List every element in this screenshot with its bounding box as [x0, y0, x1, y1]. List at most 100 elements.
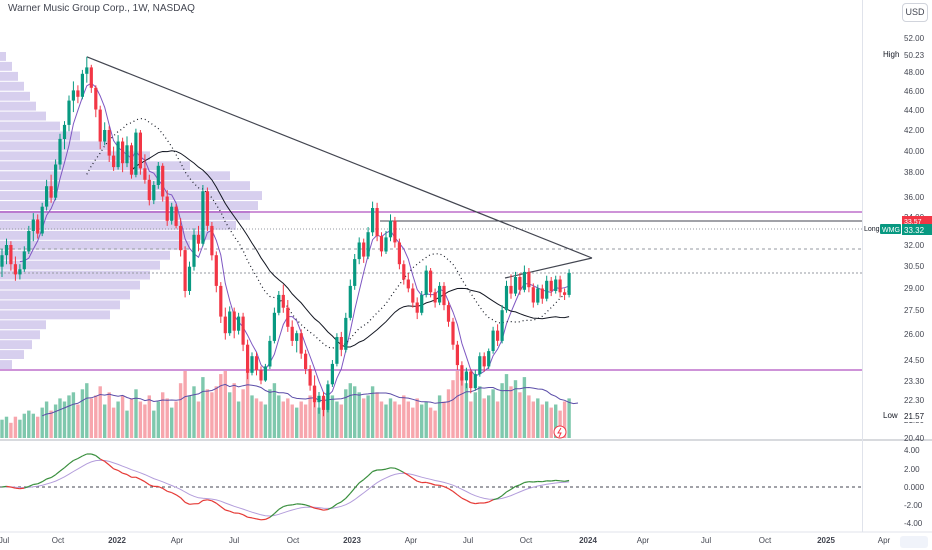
- volume-bar: [178, 383, 183, 438]
- macd-line: [59, 467, 65, 472]
- macd-line: [314, 507, 320, 510]
- volume-bar: [245, 368, 250, 438]
- macd-line: [524, 481, 530, 484]
- ticker-label: WMG: [882, 227, 900, 234]
- macd-line: [403, 471, 409, 476]
- candle-body: [536, 288, 540, 303]
- candle-body: [504, 285, 509, 311]
- profile-bar: [0, 91, 30, 101]
- volume-bar: [286, 398, 290, 438]
- volume-bar: [210, 392, 214, 438]
- candle-body: [201, 191, 205, 244]
- candle-body: [478, 356, 482, 375]
- candle-body: [174, 206, 178, 226]
- price-tick: 22.30: [904, 396, 925, 405]
- volume-bar: [201, 377, 205, 438]
- volume-bar: [495, 401, 500, 438]
- candle-body: [460, 365, 464, 381]
- volume-bar: [156, 401, 160, 438]
- candle-body: [196, 234, 201, 244]
- macd-line: [430, 482, 436, 486]
- osc-tick: -2.00: [904, 501, 923, 510]
- low-value: 21.57: [904, 412, 925, 421]
- volume-bar: [469, 401, 473, 438]
- volume-bar: [103, 404, 107, 438]
- profile-bar: [0, 181, 250, 191]
- macd-line: [15, 487, 20, 490]
- macd-line: [162, 487, 168, 492]
- macd-line: [564, 479, 570, 482]
- time-tick: Oct: [52, 536, 65, 545]
- volume-bar: [53, 404, 58, 438]
- macd-line: [189, 503, 195, 505]
- macd-line: [269, 513, 275, 518]
- macd-line: [292, 503, 297, 506]
- candle-body: [455, 344, 459, 366]
- macd-line: [372, 469, 378, 473]
- profile-bar: [0, 111, 46, 121]
- macd-line: [167, 490, 172, 494]
- candle-body: [375, 208, 379, 237]
- volume-bar: [152, 410, 156, 438]
- volume-bar: [129, 398, 134, 438]
- macd-line: [10, 486, 16, 489]
- macd-line: [349, 487, 356, 494]
- candle-body: [366, 232, 370, 257]
- candle-body: [402, 264, 406, 280]
- macd-line: [394, 467, 400, 471]
- triangle-lower-line: [504, 257, 593, 279]
- ma-dotted-line: [86, 117, 570, 349]
- signal-line: [1, 459, 570, 517]
- macd-line: [180, 497, 186, 503]
- volume-bar: [71, 392, 76, 438]
- profile-bar: [0, 201, 258, 210]
- macd-line: [501, 491, 507, 497]
- volume-bar: [500, 383, 504, 438]
- price-tick: 23.30: [904, 377, 925, 386]
- earnings-bolt-icon: [557, 427, 562, 438]
- volume-bar: [236, 401, 241, 438]
- macd-line: [488, 499, 494, 503]
- candle-body: [254, 356, 259, 371]
- time-tick: Jul: [0, 536, 9, 545]
- volume-bar: [518, 392, 522, 438]
- currency-button[interactable]: USD: [902, 3, 928, 22]
- macd-line: [484, 501, 489, 504]
- volume-bar: [437, 395, 442, 438]
- volume-bar: [558, 410, 562, 438]
- candle-body: [272, 312, 276, 341]
- volume-bar: [312, 386, 317, 438]
- profile-bar: [0, 191, 262, 200]
- volume-bar: [89, 398, 93, 438]
- volume-bar: [9, 422, 13, 438]
- macd-line: [510, 485, 516, 490]
- volume-bar: [420, 404, 424, 438]
- candle-body: [326, 384, 330, 410]
- time-tick: Oct: [520, 536, 533, 545]
- candle-body: [116, 141, 120, 168]
- volume-bar: [98, 386, 102, 438]
- candle-body: [219, 285, 223, 317]
- volume-bar: [446, 389, 451, 438]
- candle-body: [205, 191, 209, 226]
- volume-bar: [397, 404, 402, 438]
- candle-body: [138, 132, 142, 169]
- time-tick: Apr: [171, 536, 184, 545]
- candle-body: [295, 333, 299, 341]
- volume-bar: [536, 398, 540, 438]
- volume-bar: [424, 401, 428, 438]
- time-tick: Jul: [463, 536, 473, 545]
- candle-body: [420, 294, 424, 313]
- macd-line: [37, 481, 43, 485]
- volume-bar: [170, 407, 174, 438]
- axis-settings-icon[interactable]: [900, 536, 928, 548]
- volume-bar: [442, 401, 446, 438]
- candle-body: [424, 270, 428, 295]
- macd-line: [24, 485, 30, 489]
- profile-bar: [0, 270, 150, 280]
- candle-body: [317, 395, 321, 403]
- osc-tick: 4.00: [904, 446, 920, 455]
- profile-bar: [0, 360, 12, 369]
- volume-bar: [549, 407, 553, 438]
